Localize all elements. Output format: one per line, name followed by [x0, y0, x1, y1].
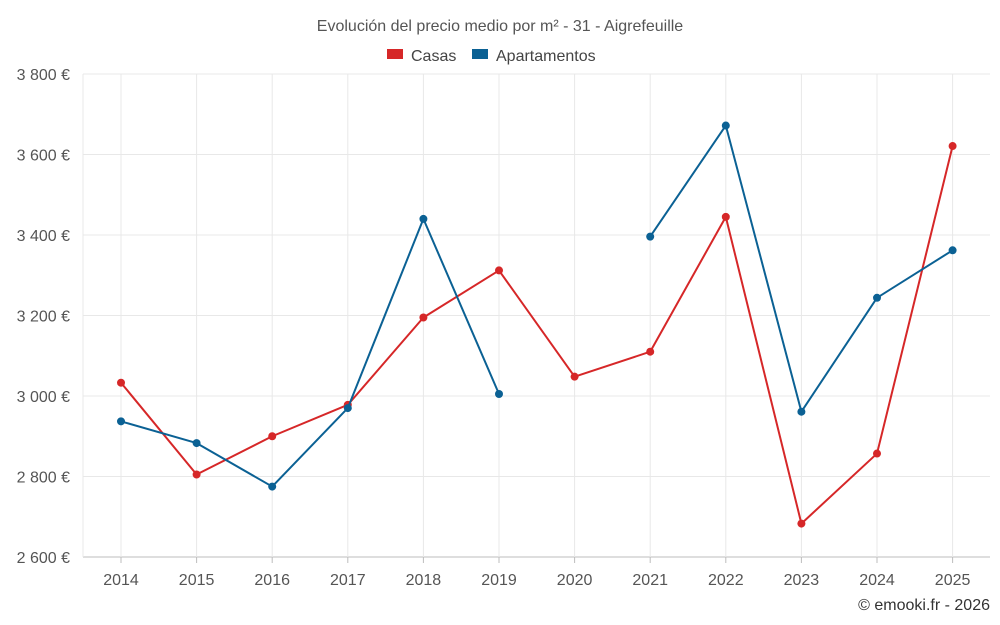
- y-axis-ticks: 2 600 € 2 800 € 3 000 € 3 200 € 3 400 € 3 600…: [17, 67, 70, 567]
- data-point-apartamentos[interactable]: [343, 404, 352, 413]
- x-tick-label: 2016: [254, 572, 290, 589]
- x-tick-label: 2017: [330, 572, 366, 589]
- data-point-casas[interactable]: [268, 432, 277, 441]
- y-tick-label: 2 800 €: [17, 470, 70, 487]
- data-point-apartamentos[interactable]: [721, 121, 730, 130]
- credit-label: © emooki.fr - 2026: [858, 597, 990, 614]
- x-tick-label: 2024: [859, 572, 895, 589]
- data-point-casas[interactable]: [117, 378, 125, 387]
- data-point-apartamentos[interactable]: [192, 439, 201, 448]
- x-tick-label: 2020: [557, 572, 593, 589]
- data-point-apartamentos[interactable]: [419, 214, 428, 223]
- series-apartamentos: [117, 121, 957, 491]
- data-point-casas[interactable]: [948, 142, 957, 151]
- x-axis-ticks: 2014 2015 2016 2017 2018 2019 2020 2021 2022 2023…: [103, 572, 970, 589]
- x-tick-label: 2023: [784, 572, 820, 589]
- x-tick-label: 2022: [708, 572, 744, 589]
- data-point-apartamentos[interactable]: [873, 293, 881, 302]
- data-point-casas[interactable]: [192, 470, 201, 479]
- x-tick-label: 2025: [935, 572, 971, 589]
- y-tick-label: 3 000 €: [17, 389, 70, 406]
- data-point-apartamentos[interactable]: [948, 246, 957, 255]
- data-point-casas[interactable]: [570, 372, 579, 381]
- legend-label-casas[interactable]: Casas: [411, 48, 456, 65]
- data-point-casas[interactable]: [646, 347, 655, 356]
- y-tick-label: 3 800 €: [17, 67, 70, 84]
- legend-swatch-apartamentos: [472, 49, 488, 59]
- data-point-casas[interactable]: [419, 313, 428, 322]
- data-point-casas[interactable]: [797, 519, 806, 528]
- data-point-casas[interactable]: [721, 212, 730, 221]
- data-point-apartamentos[interactable]: [268, 482, 277, 491]
- legend-swatch-casas: [387, 49, 403, 59]
- series-layer: [117, 121, 957, 528]
- y-tick-label: 2 600 €: [17, 550, 70, 567]
- chart-title: Evolución del precio medio por m² - 31 -…: [317, 18, 684, 35]
- x-tick-label: 2019: [481, 572, 517, 589]
- data-point-apartamentos[interactable]: [117, 417, 125, 426]
- grid: [82, 73, 990, 563]
- data-point-apartamentos[interactable]: [797, 407, 806, 416]
- y-tick-label: 3 600 €: [17, 148, 70, 165]
- data-point-apartamentos[interactable]: [495, 389, 503, 398]
- legend: Casas Apartamentos: [387, 48, 596, 65]
- y-tick-label: 3 400 €: [17, 228, 70, 245]
- data-point-casas[interactable]: [495, 266, 503, 275]
- x-tick-label: 2015: [179, 572, 215, 589]
- data-point-apartamentos[interactable]: [646, 232, 655, 241]
- series-line-apartamentos: [120, 217, 500, 488]
- series-line-casas: [120, 145, 954, 525]
- legend-label-apartamentos[interactable]: Apartamentos: [496, 48, 596, 65]
- data-point-casas[interactable]: [873, 449, 881, 458]
- x-tick-label: 2014: [103, 572, 139, 589]
- x-tick-label: 2021: [632, 572, 668, 589]
- y-tick-label: 3 200 €: [17, 309, 70, 326]
- x-tick-label: 2018: [406, 572, 442, 589]
